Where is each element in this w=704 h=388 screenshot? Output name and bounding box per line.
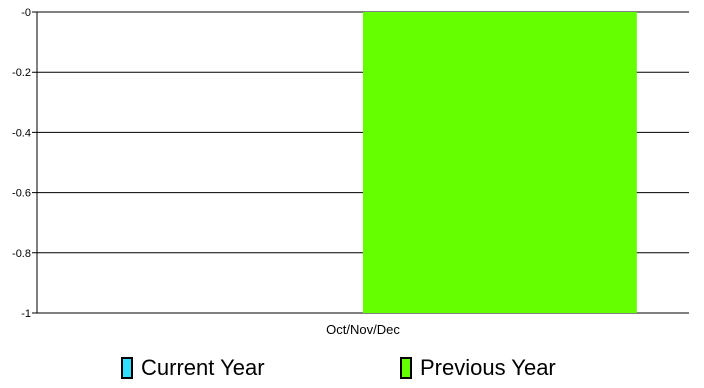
bar-previous-year: [363, 12, 637, 313]
y-tick-label: -0.6: [12, 188, 31, 200]
y-tick-label: -0: [21, 7, 31, 19]
legend-item-previous-year: Previous Year: [400, 354, 556, 382]
y-tick-label: -1: [21, 308, 31, 320]
legend-swatch-previous-year: [400, 357, 412, 379]
y-tick-label: -0.8: [12, 248, 31, 260]
x-category-label: Oct/Nov/Dec: [326, 322, 400, 337]
y-tick-label: -0.4: [12, 127, 31, 139]
y-tick-label: -0.2: [12, 67, 31, 79]
legend: Current Year Previous Year: [0, 354, 704, 388]
bar-chart: -0 -0.2 -0.4 -0.6 -0.8 -1 Oct/Nov/Dec: [12, 7, 689, 337]
legend-label-previous-year: Previous Year: [420, 355, 556, 380]
legend-label-current-year: Current Year: [141, 355, 265, 380]
legend-swatch-current-year: [121, 357, 133, 379]
legend-item-current-year: Current Year: [121, 354, 265, 382]
